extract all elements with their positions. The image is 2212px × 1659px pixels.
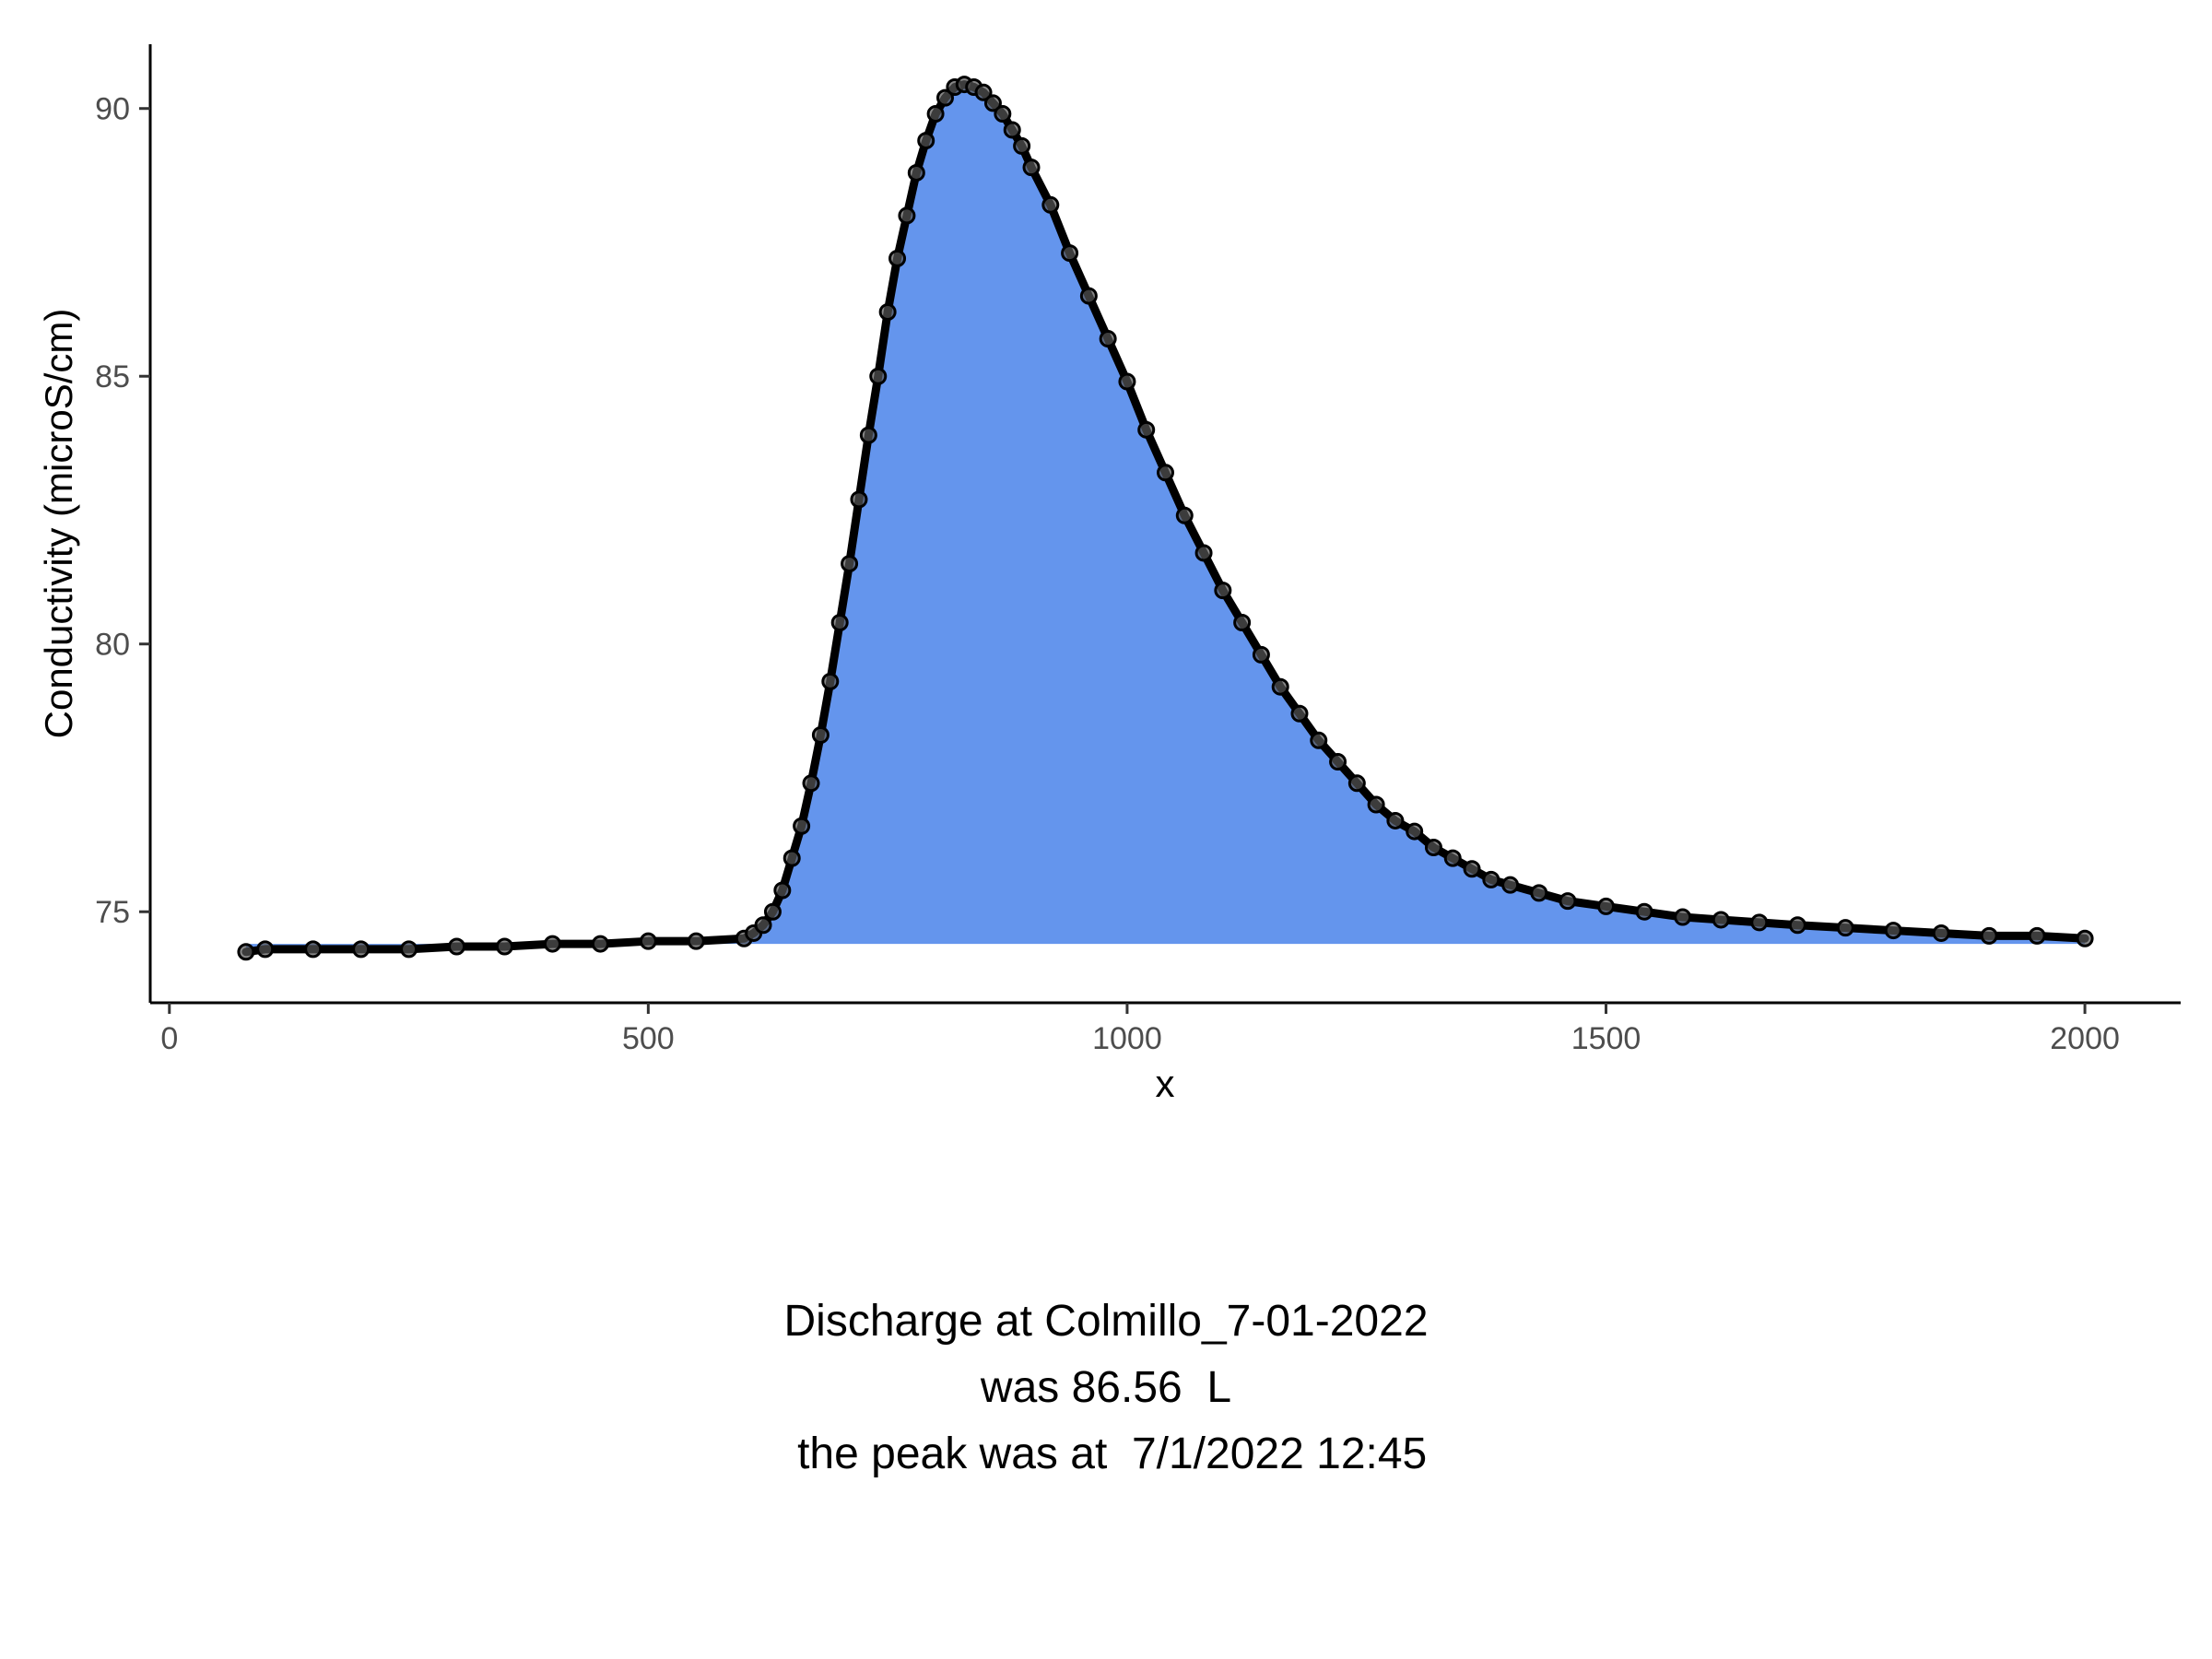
data-point	[1329, 753, 1347, 771]
area-fill	[245, 84, 2086, 952]
data-point	[1463, 860, 1481, 878]
y-axis-title: Conductivity (microS/cm)	[37, 309, 80, 739]
data-point	[1061, 244, 1079, 263]
data-point	[830, 613, 849, 631]
data-point	[1836, 919, 1854, 937]
data-point	[1175, 506, 1194, 524]
data-point	[917, 132, 935, 150]
x-tick-label: 2000	[2050, 1021, 2120, 1056]
tick-layer: 0 500 1000 1500 2000 75 80 85 90	[95, 92, 2120, 1056]
data-point	[1310, 731, 1328, 749]
data-point	[926, 105, 945, 124]
caption-line-3: the peak was at 7/1/2022 12:45	[784, 1430, 1428, 1478]
x-axis-title: x	[1156, 1062, 1175, 1105]
data-point	[1079, 287, 1098, 305]
data-point	[543, 935, 561, 953]
data-point	[1022, 159, 1041, 177]
data-point	[1559, 892, 1577, 911]
data-point	[869, 367, 888, 385]
data-point	[256, 940, 275, 959]
data-point	[907, 163, 925, 182]
data-point	[793, 817, 811, 835]
data-point	[1157, 464, 1174, 482]
data-point	[1530, 884, 1548, 902]
data-point	[935, 88, 954, 107]
data-point	[859, 426, 877, 444]
data-point	[754, 916, 772, 935]
data-point	[1214, 582, 1232, 600]
data-point	[495, 937, 513, 956]
data-point	[304, 940, 323, 959]
data-point	[841, 555, 859, 573]
x-tick-label: 1500	[1571, 1021, 1641, 1056]
data-point	[1099, 330, 1117, 348]
data-point	[1367, 795, 1385, 814]
caption-line-1: Discharge at Colmillo_7-01-2022	[783, 1297, 1429, 1346]
data-point	[1980, 926, 1998, 945]
x-tick-label: 0	[160, 1021, 178, 1056]
data-point	[1597, 897, 1616, 915]
data-point	[1424, 839, 1442, 857]
data-point	[1674, 908, 1692, 926]
data-point	[1750, 913, 1769, 932]
data-point	[983, 94, 1002, 112]
data-point	[591, 935, 609, 953]
data-point	[352, 940, 371, 959]
data-point	[1712, 911, 1730, 929]
data-point	[1013, 136, 1031, 155]
point-layer	[237, 76, 2094, 961]
data-point	[1290, 704, 1309, 723]
data-point	[802, 774, 820, 793]
data-point	[448, 937, 466, 956]
y-tick-label: 75	[95, 895, 130, 930]
data-point	[974, 83, 993, 101]
data-point	[888, 249, 907, 267]
data-point	[1003, 121, 1021, 139]
y-tick-label: 90	[95, 92, 130, 127]
data-point	[994, 105, 1012, 124]
caption-line-2: was 86.56 L	[980, 1363, 1232, 1412]
y-tick-label: 85	[95, 359, 130, 394]
data-point	[878, 303, 897, 322]
axis-layer	[148, 44, 2181, 1005]
data-point	[1406, 822, 1424, 841]
area-layer	[245, 84, 2086, 952]
data-point	[821, 672, 840, 690]
data-point	[2028, 926, 2046, 945]
data-point	[782, 849, 801, 867]
data-point	[1252, 645, 1270, 664]
data-point	[1635, 902, 1653, 921]
data-point	[639, 932, 657, 950]
data-point	[1194, 544, 1213, 562]
data-point	[1932, 924, 1950, 942]
data-point	[763, 902, 782, 921]
x-tick-label: 500	[622, 1021, 675, 1056]
y-tick-label: 80	[95, 628, 130, 663]
data-point	[1482, 870, 1500, 888]
data-point	[811, 725, 830, 744]
data-point	[2076, 929, 2094, 947]
data-point	[1137, 420, 1156, 439]
data-point	[1271, 677, 1289, 696]
data-point	[850, 490, 868, 509]
data-point	[1118, 372, 1136, 391]
data-point	[1347, 774, 1366, 793]
data-point	[898, 206, 916, 225]
data-point	[1443, 849, 1462, 867]
data-point	[773, 881, 792, 900]
data-point	[1386, 811, 1405, 830]
data-point	[1501, 876, 1520, 894]
data-point	[400, 940, 418, 959]
data-point	[687, 932, 705, 950]
data-point	[1788, 916, 1806, 935]
x-tick-label: 1000	[1092, 1021, 1162, 1056]
data-point	[1884, 922, 1902, 940]
data-point	[1233, 613, 1252, 631]
data-point	[237, 943, 255, 961]
data-point	[1041, 195, 1060, 214]
